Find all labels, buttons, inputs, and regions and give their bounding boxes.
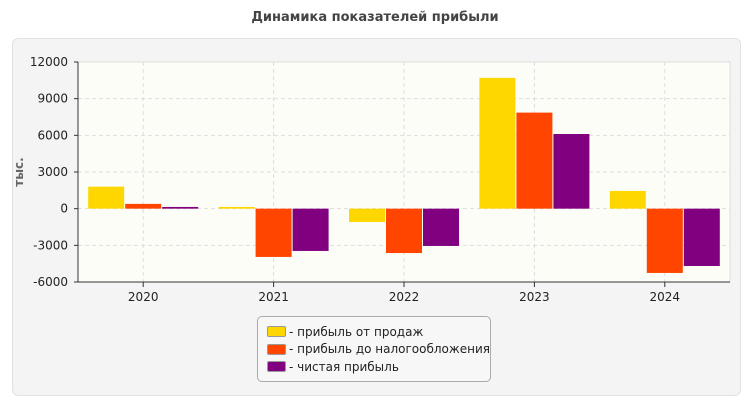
legend-swatch — [267, 361, 286, 373]
y-tick-label: 3000 — [37, 165, 68, 179]
bar-2022-1 — [349, 208, 385, 222]
legend-item: - чистая прибыль — [258, 358, 490, 376]
y-tick-label: 12000 — [30, 55, 68, 69]
bar-2020-1 — [88, 186, 125, 209]
y-tick-label: 6000 — [37, 128, 68, 142]
bar-2021-1 — [218, 206, 255, 209]
bar-2023-1 — [479, 77, 516, 209]
legend-item: - прибыль от продаж — [258, 323, 490, 341]
bar-2021-2 — [255, 208, 292, 257]
x-tick-label: 2024 — [650, 290, 681, 304]
legend: - прибыль от продаж - прибыль до налогооб… — [257, 316, 491, 382]
x-tick-label: 2020 — [128, 290, 159, 304]
bar-2023-2 — [516, 112, 553, 209]
bar-2021-3 — [292, 208, 329, 251]
bar-2020-2 — [125, 203, 162, 209]
y-tick-label: 9000 — [37, 92, 68, 106]
bar-2024-1 — [609, 190, 646, 209]
y-axis-label: тыс. — [12, 157, 26, 186]
y-tick-label: -6000 — [33, 275, 68, 289]
legend-label: - прибыль до налогообложения — [289, 342, 490, 357]
y-tick-label: -3000 — [33, 238, 68, 252]
legend-label: - прибыль от продаж — [289, 324, 424, 339]
x-tick-label: 2022 — [389, 290, 420, 304]
y-tick-label: 0 — [60, 202, 68, 216]
x-tick-label: 2023 — [519, 290, 550, 304]
bar-2022-2 — [386, 208, 422, 254]
chart-title: Динамика показателей прибыли — [251, 10, 499, 25]
bar-2023-3 — [553, 133, 590, 209]
bar-2022-3 — [423, 208, 459, 246]
bar-2024-3 — [683, 208, 720, 266]
x-tick-label: 2021 — [258, 290, 289, 304]
bar-2020-3 — [162, 206, 199, 209]
bar-2024-2 — [646, 208, 683, 273]
legend-item: - прибыль до налогообложения — [258, 341, 490, 359]
legend-swatch — [267, 326, 286, 338]
legend-label: - чистая прибыль — [289, 359, 399, 374]
legend-swatch — [267, 343, 286, 355]
